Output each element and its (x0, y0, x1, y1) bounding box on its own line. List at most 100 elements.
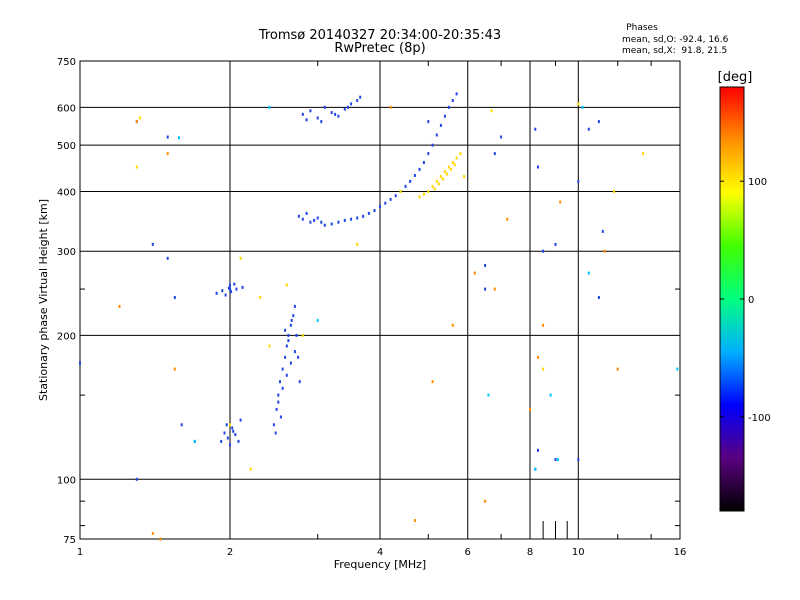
data-point (577, 458, 580, 461)
data-point (301, 217, 304, 221)
data-point (287, 339, 290, 343)
data-point (389, 105, 392, 109)
data-point (379, 205, 381, 209)
data-point (443, 114, 446, 118)
data-point (166, 152, 169, 156)
data-point (233, 282, 236, 286)
data-point (484, 287, 487, 291)
data-point (334, 112, 337, 116)
data-point (455, 156, 458, 160)
colorbar-tick-label: -100 (748, 413, 771, 424)
data-point (285, 373, 288, 377)
data-point (79, 361, 81, 365)
x-tick-label: 2 (227, 547, 233, 558)
colorbar-label: [deg] (718, 70, 753, 85)
data-point (427, 190, 430, 193)
data-point (151, 242, 154, 246)
data-point (221, 289, 224, 293)
data-point (676, 367, 679, 371)
data-point (549, 393, 552, 397)
data-point (274, 431, 277, 435)
data-point (441, 177, 444, 181)
data-point (287, 333, 290, 337)
data-point (542, 249, 545, 253)
data-point (431, 380, 434, 384)
data-point (451, 161, 454, 164)
data-point (431, 143, 434, 147)
data-point (180, 423, 183, 427)
data-point (601, 229, 604, 233)
data-point (542, 367, 545, 371)
data-point (231, 426, 234, 430)
data-point (232, 429, 235, 433)
data-point (220, 439, 223, 443)
x-axis-ticks: 1 2 4 6 8 10 16 (77, 61, 686, 558)
data-point (337, 220, 340, 224)
data-point (577, 179, 580, 183)
x-tick-label: 4 (377, 547, 383, 558)
data-point (554, 458, 557, 461)
data-point (135, 120, 138, 124)
data-point (451, 99, 454, 102)
data-point (587, 127, 590, 131)
data-point (490, 109, 493, 113)
data-point (493, 287, 496, 291)
colorbar-tick-label: 0 (748, 295, 754, 306)
data-point (139, 116, 142, 120)
data-point (359, 95, 362, 99)
data-point (449, 167, 452, 171)
data-point (506, 217, 509, 221)
data-point (301, 112, 304, 116)
data-point (309, 220, 312, 224)
data-point (427, 152, 430, 156)
data-point (301, 333, 304, 337)
data-point (229, 283, 231, 287)
data-point (272, 423, 275, 427)
data-point (229, 423, 231, 427)
data-point (435, 133, 438, 137)
data-point (320, 120, 323, 124)
data-point (437, 182, 440, 186)
data-point (135, 165, 138, 169)
data-point (215, 291, 218, 295)
y-axis-ticks: 75 100 200 300 400 500 600 750 (57, 57, 680, 546)
data-point (293, 350, 296, 354)
data-point (293, 304, 296, 308)
data-point (356, 99, 359, 102)
data-point (298, 380, 301, 384)
data-point (581, 105, 584, 109)
data-point (529, 407, 531, 411)
data-point (413, 174, 416, 177)
data-point (330, 111, 333, 115)
data-point (500, 135, 503, 139)
data-point (275, 407, 278, 411)
data-point (453, 163, 456, 167)
data-point (343, 107, 346, 111)
data-point (166, 256, 169, 260)
data-point (316, 116, 319, 120)
data-point (309, 109, 312, 113)
data-point (347, 105, 349, 109)
data-point (603, 249, 606, 253)
data-point (295, 333, 298, 337)
data-point (559, 200, 562, 204)
data-point (226, 436, 229, 440)
data-point (463, 175, 466, 178)
data-point (305, 118, 308, 122)
data-point (235, 287, 238, 291)
data-point (409, 179, 412, 183)
y-tick-label: 750 (57, 57, 76, 68)
data-point (320, 220, 323, 224)
data-point (239, 418, 242, 422)
data-point (277, 393, 280, 397)
data-point (193, 439, 196, 443)
data-point (249, 467, 252, 471)
data-point (173, 367, 176, 371)
data-point (542, 323, 545, 327)
data-point (362, 214, 365, 218)
data-point (279, 380, 281, 384)
y-tick-label: 300 (57, 247, 76, 258)
data-point (290, 318, 293, 322)
colorbar-tick-label: 100 (748, 177, 767, 188)
data-point (373, 209, 376, 212)
